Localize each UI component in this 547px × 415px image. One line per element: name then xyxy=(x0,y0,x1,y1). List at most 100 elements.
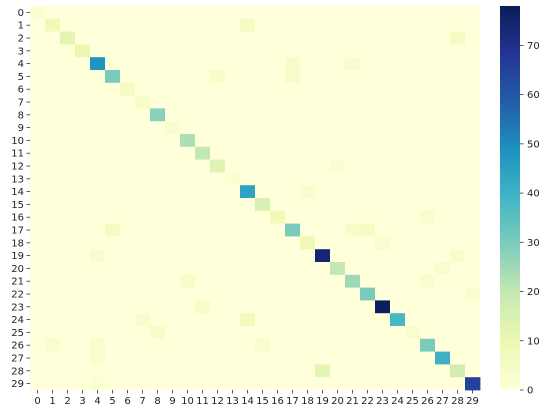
heatmap-cell xyxy=(420,95,436,109)
heatmap-cell xyxy=(165,108,181,122)
heatmap-cell xyxy=(450,364,466,378)
heatmap-cells xyxy=(30,6,481,391)
heatmap-cell xyxy=(150,82,166,96)
heatmap-cell xyxy=(450,326,466,340)
heatmap-cell xyxy=(90,44,106,58)
heatmap-cell xyxy=(135,262,151,276)
heatmap-cell xyxy=(330,351,346,365)
heatmap-cell xyxy=(105,300,121,314)
heatmap-cell xyxy=(465,57,481,71)
heatmap-cell xyxy=(30,82,46,96)
heatmap-cell xyxy=(255,185,271,199)
heatmap-cell xyxy=(315,159,331,173)
heatmap-cell xyxy=(225,108,241,122)
heatmap-cell xyxy=(375,338,391,352)
heatmap-cell xyxy=(315,6,331,20)
x-tick-label: 15 xyxy=(256,396,269,407)
heatmap-cell xyxy=(285,44,301,58)
heatmap-cell xyxy=(255,6,271,20)
heatmap-cell xyxy=(270,223,286,237)
heatmap-cell xyxy=(240,31,256,45)
y-tick-label: 25 xyxy=(11,328,24,339)
heatmap-cell xyxy=(30,134,46,148)
x-tick-label: 20 xyxy=(331,396,344,407)
heatmap-cell xyxy=(30,31,46,45)
heatmap-cell xyxy=(135,300,151,314)
heatmap-cell xyxy=(225,326,241,340)
heatmap-cell xyxy=(240,210,256,224)
heatmap-cell xyxy=(465,198,481,212)
heatmap-cell xyxy=(360,57,376,71)
heatmap-cell xyxy=(30,95,46,109)
heatmap-cell xyxy=(165,223,181,237)
heatmap-cell xyxy=(405,108,421,122)
heatmap-cell xyxy=(105,210,121,224)
heatmap-cell xyxy=(390,326,406,340)
heatmap-cell xyxy=(120,249,136,263)
heatmap-cell xyxy=(45,185,61,199)
heatmap-cell xyxy=(360,159,376,173)
heatmap-cell xyxy=(180,82,196,96)
heatmap-cell xyxy=(375,210,391,224)
heatmap-cell xyxy=(165,134,181,148)
heatmap-cell xyxy=(30,249,46,263)
heatmap-cell xyxy=(60,274,76,288)
heatmap-cell xyxy=(105,198,121,212)
heatmap-cell xyxy=(300,172,316,186)
heatmap-cell xyxy=(300,210,316,224)
heatmap-cell xyxy=(135,210,151,224)
heatmap-cell xyxy=(30,326,46,340)
heatmap-cell xyxy=(435,121,451,135)
heatmap-cell xyxy=(285,121,301,135)
heatmap-cell xyxy=(465,351,481,365)
heatmap-cell xyxy=(420,31,436,45)
heatmap-cell xyxy=(75,70,91,84)
heatmap-cell xyxy=(225,300,241,314)
heatmap-cell xyxy=(120,198,136,212)
heatmap-cell xyxy=(45,121,61,135)
y-tick-label: 10 xyxy=(11,136,24,147)
heatmap-cell xyxy=(120,313,136,327)
heatmap-cell xyxy=(120,134,136,148)
y-tick-label: 29 xyxy=(11,379,24,390)
heatmap-cell xyxy=(405,326,421,340)
colorbar-tick-label: 40 xyxy=(527,189,540,200)
heatmap-cell xyxy=(30,364,46,378)
heatmap-cell xyxy=(135,134,151,148)
heatmap-cell xyxy=(255,134,271,148)
heatmap-cell xyxy=(180,223,196,237)
heatmap-cell xyxy=(420,262,436,276)
heatmap-cell xyxy=(360,185,376,199)
heatmap-cell xyxy=(300,121,316,135)
heatmap-cell xyxy=(240,287,256,301)
heatmap-cell xyxy=(345,108,361,122)
heatmap-cell xyxy=(30,121,46,135)
heatmap-cell xyxy=(195,121,211,135)
heatmap-cell xyxy=(150,31,166,45)
heatmap-cell xyxy=(420,313,436,327)
heatmap-cell xyxy=(105,57,121,71)
heatmap-cell xyxy=(375,185,391,199)
heatmap-cell xyxy=(255,236,271,250)
heatmap-cell xyxy=(150,313,166,327)
heatmap-cell xyxy=(255,82,271,96)
x-tick-label: 27 xyxy=(436,396,449,407)
heatmap-cell xyxy=(135,236,151,250)
heatmap-cell xyxy=(300,364,316,378)
heatmap-cell xyxy=(330,6,346,20)
heatmap-cell xyxy=(450,249,466,263)
heatmap-cell xyxy=(360,44,376,58)
heatmap-cell xyxy=(90,134,106,148)
heatmap-cell xyxy=(75,121,91,135)
heatmap-cell xyxy=(390,223,406,237)
heatmap-cell xyxy=(465,185,481,199)
heatmap-cell xyxy=(210,210,226,224)
heatmap-cell xyxy=(300,287,316,301)
y-tick-label: 24 xyxy=(11,315,24,326)
heatmap-cell xyxy=(390,300,406,314)
heatmap-cell xyxy=(150,44,166,58)
heatmap-cell xyxy=(240,172,256,186)
heatmap-cell xyxy=(45,210,61,224)
heatmap-cell xyxy=(75,377,91,391)
